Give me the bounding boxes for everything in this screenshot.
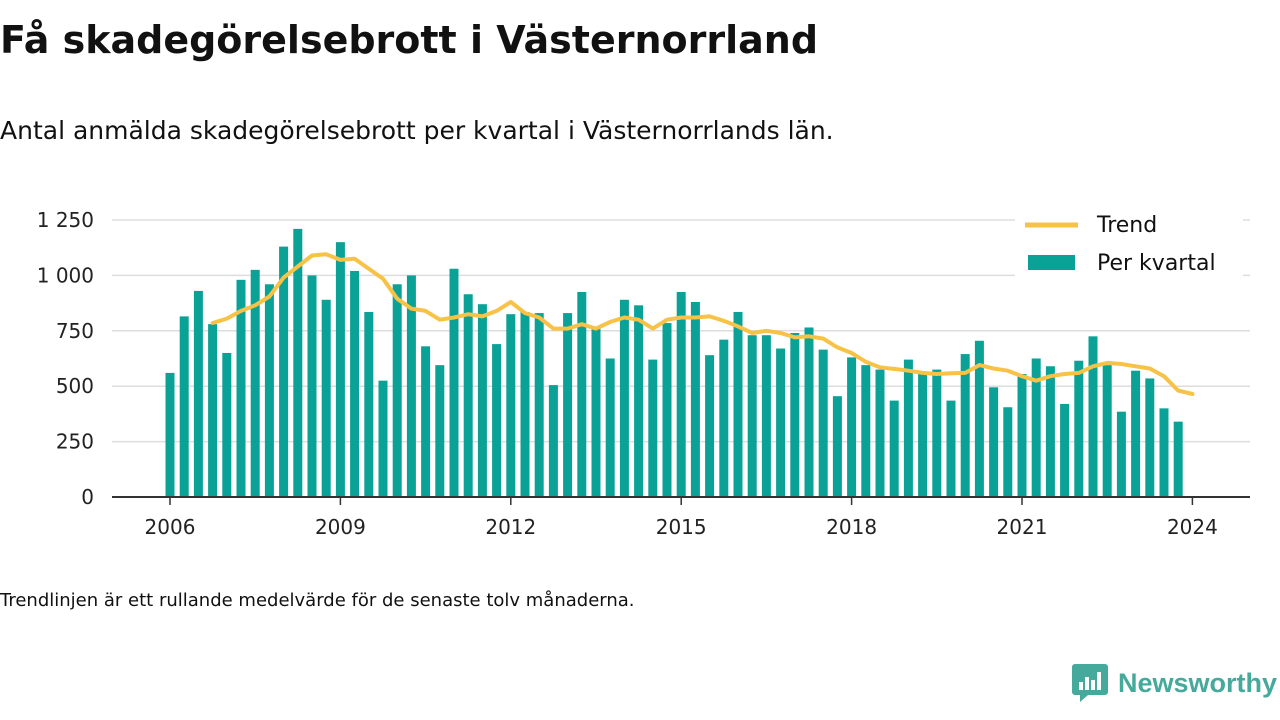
bar [918, 374, 928, 497]
y-tick-label: 1 250 [37, 208, 94, 232]
x-tick-label: 2018 [826, 515, 877, 539]
bar [492, 344, 502, 497]
bar [463, 294, 473, 497]
bar [577, 292, 587, 497]
bar [449, 268, 459, 497]
bar [1045, 366, 1055, 497]
x-tick-label: 2024 [1167, 515, 1218, 539]
bar [790, 333, 800, 497]
bar [690, 301, 700, 497]
bar [960, 354, 970, 497]
bar [861, 365, 871, 497]
bar [932, 369, 942, 497]
bar [378, 380, 388, 497]
bar [832, 396, 842, 497]
bar [1131, 370, 1141, 497]
y-tick-label: 250 [56, 430, 94, 454]
bar [193, 290, 203, 497]
bar [946, 400, 956, 497]
bar [421, 346, 431, 497]
bar-line-chart: 0 250 500 750 1 000 1 250 2006 2009 2012 2015 2018… [37, 207, 1250, 539]
bar [648, 359, 658, 497]
legend-background [1015, 207, 1243, 283]
bar [733, 311, 743, 497]
bar [208, 324, 218, 497]
legend-swatch-bars [1028, 255, 1075, 270]
bar [179, 316, 189, 497]
bar [406, 275, 416, 497]
bar [321, 299, 331, 497]
legend-label-trend: Trend [1096, 213, 1157, 238]
bar [974, 340, 984, 497]
bar [222, 352, 232, 497]
bar [719, 339, 729, 497]
y-tick-label: 1 000 [37, 263, 94, 287]
bar [392, 284, 402, 497]
x-tick-label: 2012 [485, 515, 536, 539]
bar [591, 328, 601, 497]
bar [889, 400, 899, 497]
bar [350, 270, 360, 497]
bar [563, 313, 573, 497]
bar [605, 358, 615, 497]
bar [989, 387, 999, 497]
bar [279, 246, 289, 497]
bar [477, 304, 487, 497]
bar [619, 299, 629, 497]
bar [236, 279, 246, 497]
bar [335, 242, 345, 497]
bar [435, 365, 445, 497]
bar [634, 305, 644, 497]
bar [761, 335, 771, 497]
x-tick-label: 2015 [656, 515, 707, 539]
bar [705, 355, 715, 497]
bar [1102, 365, 1112, 497]
y-tick-label: 750 [56, 319, 94, 343]
bar [804, 327, 814, 497]
bar [747, 335, 757, 497]
bar [1173, 421, 1183, 497]
x-tick-label: 2006 [145, 515, 196, 539]
brand-logo[interactable]: Newsworthy [1072, 664, 1277, 702]
bar [818, 349, 828, 497]
bar [520, 311, 530, 497]
newsworthy-logo-icon [1072, 664, 1108, 702]
bar [903, 359, 913, 497]
bar [364, 311, 374, 497]
bar [293, 228, 303, 497]
bar [264, 284, 274, 497]
bar [847, 357, 857, 497]
bar [776, 348, 786, 497]
y-tick-label: 0 [81, 485, 94, 509]
x-tick-label: 2021 [997, 515, 1048, 539]
trend-line [210, 252, 1195, 396]
bar [1074, 360, 1084, 497]
bar [307, 275, 317, 497]
bar [662, 323, 672, 497]
bar [1031, 358, 1041, 497]
page-title: Få skadegörelsebrott i Västernorrland [0, 18, 819, 62]
bar [548, 385, 558, 497]
bar [1116, 411, 1126, 497]
bar [1145, 378, 1155, 497]
bar [165, 372, 175, 497]
bar [1003, 407, 1013, 497]
x-tick-label: 2009 [315, 515, 366, 539]
legend-label-bars: Per kvartal [1097, 251, 1216, 276]
footnote: Trendlinjen är ett rullande medelvärde f… [0, 590, 635, 611]
bar [1159, 408, 1169, 497]
y-tick-label: 500 [56, 374, 94, 398]
brand-name: Newsworthy [1118, 667, 1278, 698]
bar [1017, 374, 1027, 497]
bar [534, 313, 544, 497]
bar [250, 269, 260, 497]
bar [1060, 403, 1070, 497]
bar [1088, 336, 1098, 497]
bar [875, 369, 885, 497]
bar [676, 292, 686, 497]
page-subtitle: Antal anmälda skadegörelsebrott per kvar… [0, 116, 834, 145]
bar [506, 314, 516, 497]
